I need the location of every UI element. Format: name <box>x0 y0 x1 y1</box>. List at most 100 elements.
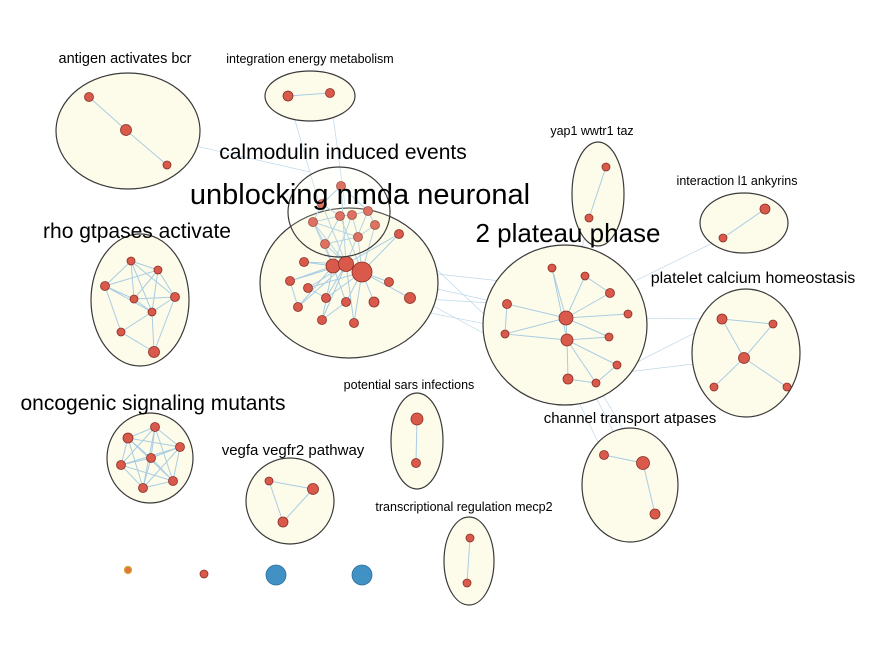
gene-node[interactable] <box>462 578 472 588</box>
edge <box>504 333 568 341</box>
gene-node[interactable] <box>170 292 180 302</box>
gene-node[interactable] <box>612 360 622 370</box>
gene-node[interactable] <box>341 297 351 307</box>
gene-node[interactable] <box>394 229 404 239</box>
gene-node[interactable] <box>605 288 615 298</box>
gene-node[interactable] <box>584 213 594 223</box>
gene-node[interactable] <box>175 442 185 452</box>
gene-node[interactable] <box>303 283 313 293</box>
gene-node[interactable] <box>349 318 359 328</box>
cluster-label: integration energy metabolism <box>226 52 393 66</box>
gene-node[interactable] <box>308 217 318 227</box>
cluster-antigen-activates-bcr[interactable]: antigen activates bcr <box>55 51 201 190</box>
gene-node[interactable] <box>146 453 156 463</box>
gene-node[interactable] <box>150 422 160 432</box>
edge <box>588 166 607 219</box>
gene-node[interactable] <box>370 220 380 230</box>
gene-node[interactable] <box>336 181 346 191</box>
gene-node[interactable] <box>604 332 614 342</box>
gene-node[interactable] <box>636 456 650 470</box>
gene-node[interactable] <box>317 199 327 209</box>
cluster-rho-gtpases-activate[interactable]: rho gtpases activate <box>43 220 231 367</box>
gene-node[interactable] <box>277 516 289 528</box>
legend-small-orange-node <box>123 565 133 575</box>
gene-node[interactable] <box>759 203 771 215</box>
edge <box>120 311 153 333</box>
gene-node[interactable] <box>547 263 557 273</box>
cluster-yap1-wwtr1-taz[interactable]: yap1 wwtr1 taz <box>550 124 634 247</box>
gene-node[interactable] <box>264 476 274 486</box>
gene-node[interactable] <box>411 458 421 468</box>
gene-node[interactable] <box>317 315 327 325</box>
gene-node[interactable] <box>384 277 394 287</box>
gene-node[interactable] <box>768 319 778 329</box>
gene-node[interactable] <box>307 483 319 495</box>
edge <box>721 318 745 359</box>
gene-node[interactable] <box>335 211 345 221</box>
gene-node[interactable] <box>347 210 357 220</box>
gene-node[interactable] <box>162 160 172 170</box>
gene-node[interactable] <box>153 265 163 275</box>
gene-node[interactable] <box>147 307 157 317</box>
gene-node[interactable] <box>168 476 178 486</box>
gene-node[interactable] <box>120 124 132 136</box>
gene-node[interactable] <box>100 281 110 291</box>
gene-node[interactable] <box>116 460 126 470</box>
gene-node[interactable] <box>718 233 728 243</box>
gene-node[interactable] <box>351 261 373 283</box>
gene-node[interactable] <box>338 256 354 272</box>
gene-node[interactable] <box>116 327 126 337</box>
gene-node[interactable] <box>560 333 574 347</box>
gene-node[interactable] <box>562 373 574 385</box>
gene-node[interactable] <box>558 310 574 326</box>
edge <box>154 426 181 448</box>
cluster-calmodulin-induced-events[interactable]: calmodulin induced events <box>219 141 467 258</box>
gene-node[interactable] <box>353 232 363 242</box>
gene-node[interactable] <box>709 382 719 392</box>
gene-node[interactable] <box>465 533 475 543</box>
gene-node[interactable] <box>580 271 590 281</box>
edge <box>120 464 174 482</box>
gene-node[interactable] <box>410 412 424 426</box>
cluster-interaction-l1-ankyrins[interactable]: interaction l1 ankyrins <box>677 174 798 254</box>
gene-node[interactable] <box>500 329 510 339</box>
gene-node[interactable] <box>126 256 136 266</box>
cluster-channel-transport-atpases[interactable]: channel transport atpases <box>544 410 717 543</box>
gene-node[interactable] <box>716 313 728 325</box>
cluster-potential-sars-infections[interactable]: potential sars infections <box>344 378 475 490</box>
gene-node[interactable] <box>320 239 330 249</box>
edge <box>151 269 159 313</box>
gene-node[interactable] <box>321 293 331 303</box>
cluster-integration-energy-metabolism[interactable]: integration energy metabolism <box>226 52 394 122</box>
gene-node[interactable] <box>122 432 134 444</box>
gene-node[interactable] <box>782 382 792 392</box>
gene-node[interactable] <box>325 88 335 98</box>
gene-node[interactable] <box>368 296 380 308</box>
gene-node[interactable] <box>404 292 416 304</box>
cluster-vegfa-vegfr2-pathway[interactable]: vegfa vegfr2 pathway <box>222 442 365 545</box>
cluster-platelet-calcium-homeostasis[interactable]: platelet calcium homeostasis <box>651 270 856 418</box>
gene-node[interactable] <box>591 378 601 388</box>
cluster-oncogenic-signaling-mutants[interactable]: oncogenic signaling mutants <box>20 392 286 504</box>
gene-node[interactable] <box>738 352 750 364</box>
cluster-transcriptional-regulation-mecp2[interactable]: transcriptional regulation mecp2 <box>375 500 553 606</box>
gene-node[interactable] <box>84 92 94 102</box>
gene-node[interactable] <box>623 309 633 319</box>
gene-node[interactable] <box>599 450 609 460</box>
edge <box>566 339 597 384</box>
gene-node[interactable] <box>293 302 303 312</box>
gene-node[interactable] <box>649 508 661 520</box>
gene-node[interactable] <box>502 299 512 309</box>
gene-node[interactable] <box>282 90 294 102</box>
gene-node[interactable] <box>138 483 148 493</box>
gene-node[interactable] <box>129 294 139 304</box>
gene-node[interactable] <box>363 206 373 216</box>
edge <box>415 418 418 464</box>
gene-node[interactable] <box>299 257 309 267</box>
cluster-2-plateau-phase[interactable]: 2 plateau phase <box>475 218 661 406</box>
gene-node[interactable] <box>601 162 611 172</box>
gene-node[interactable] <box>325 258 341 274</box>
gene-node[interactable] <box>148 346 160 358</box>
gene-node[interactable] <box>285 276 295 286</box>
edge <box>504 317 567 335</box>
